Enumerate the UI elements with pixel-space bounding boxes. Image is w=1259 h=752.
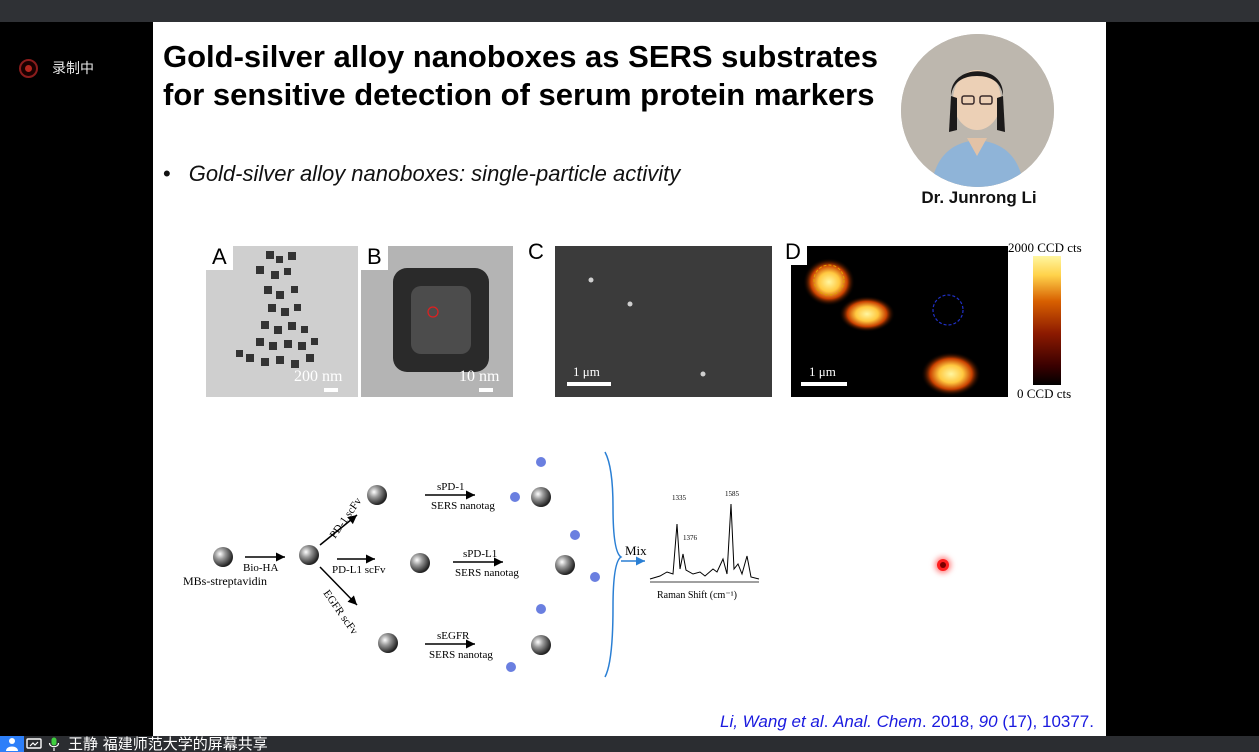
screen-share-label: 王静 福建师范大学的屏幕共享 bbox=[68, 735, 268, 752]
branch3-label: EGFR scFv bbox=[321, 588, 361, 638]
bullet-point: • Gold-silver alloy nanoboxes: single-pa… bbox=[163, 161, 680, 187]
target3-label: sEGFR bbox=[437, 630, 470, 642]
scale-bar-d bbox=[801, 382, 847, 386]
title-line-2: for sensitive detection of serum protein… bbox=[163, 77, 875, 112]
microphone-icon[interactable] bbox=[44, 736, 64, 752]
branch1-label: PD-1 scFv bbox=[328, 495, 365, 541]
panel-label-a: A bbox=[206, 246, 233, 270]
bead-start bbox=[213, 547, 233, 567]
raman-xlabel: Raman Shift (cm⁻¹) bbox=[657, 590, 737, 601]
peak3-label: 1585 bbox=[725, 490, 740, 498]
bead-ha bbox=[299, 545, 319, 565]
bullet-symbol: • bbox=[163, 161, 171, 186]
colorbar-max-label: 2000 CCD cts bbox=[1008, 240, 1082, 255]
scale-bar-a bbox=[324, 388, 338, 392]
sem-image-c: 1 μm bbox=[555, 246, 772, 397]
colorbar-min-label: 0 CCD cts bbox=[1017, 386, 1072, 401]
scale-label-d: 1 μm bbox=[809, 364, 836, 379]
citation-volume: 90 bbox=[978, 712, 998, 731]
scale-bar-c bbox=[567, 382, 611, 386]
scale-label-a: 200 nm bbox=[294, 368, 343, 385]
scale-label-b: 10 nm bbox=[459, 368, 500, 385]
scheme-start-label: MBs-streptavidin bbox=[183, 574, 267, 588]
title-line-1: Gold-silver alloy nanoboxes as SERS subs… bbox=[163, 39, 878, 74]
panel-label-b: B bbox=[361, 246, 388, 270]
raman-map-d: 1 μm bbox=[791, 246, 1008, 397]
screen-share-bar: 王静 福建师范大学的屏幕共享 bbox=[0, 736, 1259, 752]
screen-share-icon[interactable] bbox=[24, 736, 44, 752]
tem-image-a: A 200 nm bbox=[206, 246, 358, 397]
scheme-reagent-label: Bio-HA bbox=[243, 562, 279, 574]
panel-label-d: D bbox=[779, 239, 807, 265]
presenter-photo bbox=[901, 34, 1054, 187]
mix-label: Mix bbox=[625, 543, 647, 558]
citation-journal: Anal. Chem bbox=[833, 712, 922, 731]
bullet-text: Gold-silver alloy nanoboxes: single-part… bbox=[188, 161, 681, 186]
target2-label: sPD-L1 bbox=[463, 548, 497, 560]
shared-slide: Gold-silver alloy nanoboxes as SERS subs… bbox=[153, 22, 1106, 736]
scale-bar-b bbox=[479, 388, 493, 392]
panel-label-c: C bbox=[522, 239, 550, 265]
citation: Li, Wang et al. Anal. Chem. 2018, 90 (17… bbox=[720, 712, 1094, 731]
colorbar bbox=[1033, 256, 1061, 385]
slide-title: Gold-silver alloy nanoboxes as SERS subs… bbox=[163, 38, 903, 114]
assay-scheme: MBs-streptavidin Bio-HA PD-1 scFv PD-L1 … bbox=[183, 451, 647, 678]
tem-image-b: B 10 nm bbox=[361, 246, 513, 397]
recording-label: 录制中 bbox=[52, 61, 94, 77]
citation-authors: Li, Wang et al bbox=[720, 712, 824, 731]
nanotag1-label: SERS nanotag bbox=[431, 500, 495, 512]
target1-label: sPD-1 bbox=[437, 481, 465, 493]
presenter-name: Dr. Junrong Li bbox=[921, 188, 1037, 207]
user-icon[interactable] bbox=[0, 736, 24, 752]
top-bar bbox=[0, 0, 1259, 22]
raman-spectrum: 1335 1376 1585 Raman Shift (cm⁻¹) bbox=[649, 490, 760, 601]
nanotag2-label: SERS nanotag bbox=[455, 567, 519, 579]
citation-rest: (17), 10377. bbox=[1002, 712, 1094, 731]
peak2-label: 1376 bbox=[683, 534, 698, 542]
peak1-label: 1335 bbox=[672, 494, 687, 502]
record-icon bbox=[19, 58, 38, 78]
scale-label-c: 1 μm bbox=[573, 364, 600, 379]
citation-year: 2018 bbox=[931, 712, 970, 731]
nanotag3-label: SERS nanotag bbox=[429, 649, 493, 661]
branch2-label: PD-L1 scFv bbox=[332, 564, 386, 576]
laser-pointer bbox=[937, 559, 949, 571]
recording-indicator[interactable]: 录制中 bbox=[19, 58, 94, 78]
